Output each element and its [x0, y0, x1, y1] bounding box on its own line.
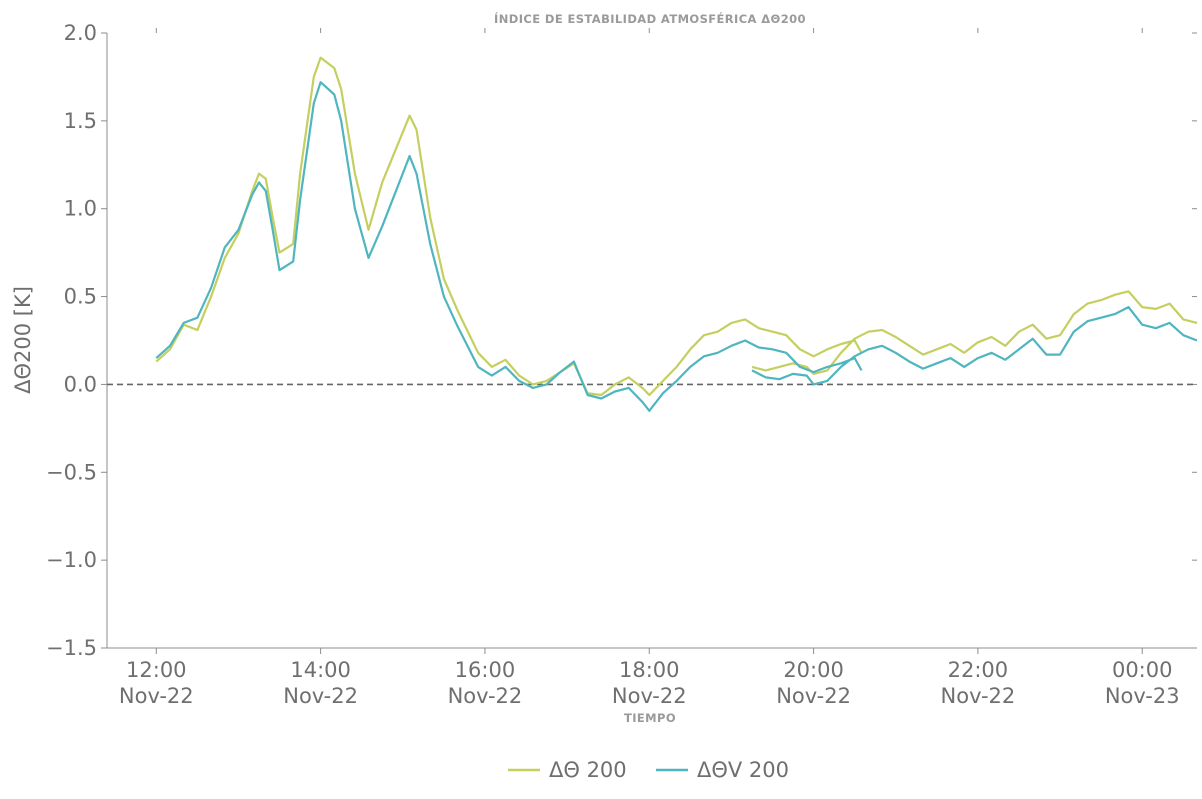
- y-tick-label: 1.5: [64, 109, 97, 133]
- x-tick-time-label: 20:00: [783, 658, 844, 682]
- x-axis: 12:00Nov-2214:00Nov-2216:00Nov-2218:00No…: [107, 28, 1197, 708]
- y-tick-label: −0.5: [46, 460, 97, 484]
- x-tick-date-label: Nov-22: [776, 684, 851, 708]
- x-tick-time-label: 16:00: [455, 658, 516, 682]
- x-tick-date-label: Nov-22: [612, 684, 687, 708]
- x-tick-date-label: Nov-23: [1105, 684, 1180, 708]
- y-axis: −1.5 −1.0 −0.5 0.0 0.5 1.0 1.5 2.0: [46, 21, 1197, 660]
- legend-label: ΔΘV 200: [697, 758, 789, 782]
- y-tick-label: −1.0: [46, 548, 97, 572]
- series-line-2: [155, 81, 1198, 412]
- x-tick-date-label: Nov-22: [448, 684, 523, 708]
- chart-title: ÍNDICE DE ESTABILIDAD ATMOSFÉRICA ΔΘ200: [494, 11, 806, 26]
- series-lines: [155, 56, 1198, 412]
- y-tick-label: 0.0: [64, 372, 97, 396]
- x-tick-time-label: 22:00: [948, 658, 1009, 682]
- legend: ΔΘ 200 ΔΘV 200: [508, 758, 789, 782]
- x-axis-title: TIEMPO: [624, 711, 676, 725]
- y-tick-label: −1.5: [46, 636, 97, 660]
- x-tick-date-label: Nov-22: [119, 684, 194, 708]
- x-tick-date-label: Nov-22: [283, 684, 358, 708]
- y-tick-label: 2.0: [64, 21, 97, 45]
- y-axis-title: ΔΘ200 [K]: [11, 286, 35, 394]
- x-tick-time-label: 14:00: [290, 658, 351, 682]
- series-line-1: [155, 56, 1198, 397]
- y-tick-label: 1.0: [64, 197, 97, 221]
- x-tick-date-label: Nov-22: [941, 684, 1016, 708]
- y-tick-label: 0.5: [64, 285, 97, 309]
- x-tick-time-label: 00:00: [1112, 658, 1173, 682]
- legend-label: ΔΘ 200: [549, 758, 627, 782]
- x-tick-time-label: 18:00: [619, 658, 680, 682]
- x-tick-time-label: 12:00: [126, 658, 187, 682]
